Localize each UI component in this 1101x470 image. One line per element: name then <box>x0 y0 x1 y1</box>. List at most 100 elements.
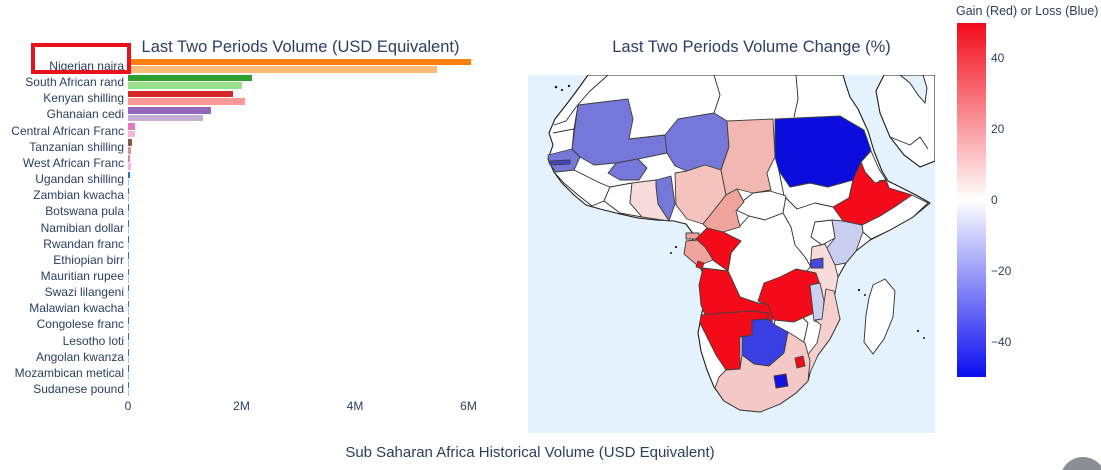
category-label: Ugandan shilling <box>35 172 124 187</box>
country-uganda[interactable] <box>810 219 836 246</box>
floating-action-button[interactable] <box>1060 457 1101 470</box>
bar-p1[interactable] <box>128 139 132 146</box>
bar-p1[interactable] <box>128 107 212 114</box>
bar-chart: Nigerian naira South African rand Kenyan s… <box>0 0 528 430</box>
country-sudan[interactable] <box>774 115 872 188</box>
africa-choropleth-map[interactable] <box>528 75 935 433</box>
country-lesotho[interactable] <box>773 373 789 389</box>
bar-p1[interactable] <box>128 268 129 276</box>
x-axis-tick: 4M <box>346 399 364 413</box>
bar-p1[interactable] <box>128 349 129 356</box>
colorbar-tick: −40 <box>991 334 1012 349</box>
bar-row: West African Franc <box>0 155 520 171</box>
bar-row: Angolan kwanza <box>0 349 520 365</box>
bar-p1[interactable] <box>128 123 135 130</box>
colorbar-tick: 20 <box>991 122 1005 137</box>
bar-p1[interactable] <box>128 300 129 308</box>
bar-p1[interactable] <box>128 74 252 82</box>
bar-p1[interactable] <box>128 236 129 243</box>
bar-p2[interactable] <box>128 389 129 396</box>
bar-p1[interactable] <box>128 203 129 211</box>
colorbar-title: Gain (Red) or Loss (Blue) <box>956 4 1099 18</box>
country-burkina-faso[interactable] <box>607 158 648 181</box>
bar-row: Zambian kwacha <box>0 187 520 203</box>
country-cameroon[interactable] <box>702 188 745 233</box>
bar-row: Mozambican metical <box>0 365 520 381</box>
bar-row: Rwandan franc <box>0 236 520 252</box>
bar-p2[interactable] <box>128 340 129 348</box>
country-ethiopia[interactable] <box>832 161 913 226</box>
category-label: Angolan kwanza <box>35 349 124 364</box>
country-madagascar[interactable] <box>863 278 896 355</box>
bar-p2[interactable] <box>128 373 129 380</box>
category-label: South African rand <box>25 75 124 90</box>
category-label: Ethiopian birr <box>53 252 124 267</box>
bar-p1[interactable] <box>128 187 129 195</box>
bar-p2[interactable] <box>128 82 242 89</box>
bar-p2[interactable] <box>128 163 132 170</box>
bar-p1[interactable] <box>128 155 130 163</box>
country-south-africa[interactable] <box>714 331 811 413</box>
bar-row: Tanzanian shilling <box>0 139 520 155</box>
country-eswatini[interactable] <box>794 355 806 369</box>
colorbar-gradient <box>957 23 986 377</box>
bar-p2[interactable] <box>128 130 136 138</box>
bar-p2[interactable] <box>128 211 129 219</box>
category-label: Sudanese pound <box>33 382 124 396</box>
bar-row: Lesotho loti <box>0 333 520 349</box>
category-label: Malawian kwacha <box>29 301 124 316</box>
bar-p2[interactable] <box>128 98 246 106</box>
country-rwanda[interactable] <box>810 257 824 269</box>
country-gambia[interactable] <box>549 159 571 166</box>
bar-p2[interactable] <box>128 114 204 122</box>
x-axis-tick: 6M <box>460 399 477 413</box>
category-label: Nigerian naira <box>49 59 124 73</box>
colorbar-tick: −20 <box>991 263 1012 278</box>
highlight-annotation-box <box>31 43 131 74</box>
bar-row: Ugandan shilling <box>0 171 520 187</box>
bar-p1[interactable] <box>128 58 472 66</box>
bar-p2[interactable] <box>128 292 129 299</box>
category-label: Central African Franc <box>11 123 124 138</box>
country-kenya[interactable] <box>825 219 864 266</box>
bar-p2[interactable] <box>128 259 129 267</box>
country-ghana[interactable] <box>629 179 670 222</box>
bar-row: Ethiopian birr <box>0 252 520 268</box>
bar-row: Botswana pula <box>0 203 520 219</box>
category-label: Congolese franc <box>36 317 124 332</box>
map-title: Last Two Periods Volume Change (%) <box>612 38 891 56</box>
bar-p2[interactable] <box>128 66 438 73</box>
bar-p2[interactable] <box>128 227 129 235</box>
bar-row: Nigerian naira <box>0 58 520 74</box>
bar-p1[interactable] <box>128 90 233 98</box>
bar-p1[interactable] <box>128 220 129 227</box>
footer-title: Sub Saharan Africa Historical Volume (US… <box>345 444 715 461</box>
bar-p1[interactable] <box>128 365 129 373</box>
bar-row: Sudanese pound <box>0 381 520 397</box>
bar-p2[interactable] <box>128 324 129 332</box>
x-axis-tick: 2M <box>233 399 250 413</box>
bar-row: Congolese franc <box>0 316 520 332</box>
country-chad[interactable] <box>720 118 776 196</box>
country-cabinda[interactable] <box>695 260 705 270</box>
bar-p2[interactable] <box>128 146 131 154</box>
bar-p2[interactable] <box>128 179 130 186</box>
bar-p2[interactable] <box>128 195 129 202</box>
bar-row: Namibian dollar <box>0 220 520 236</box>
bar-row: Ghanaian cedi <box>0 106 520 122</box>
bar-p1[interactable] <box>128 381 129 389</box>
bar-p1[interactable] <box>128 316 129 324</box>
bar-row: Central African Franc <box>0 123 520 139</box>
category-label: Namibian dollar <box>40 220 124 235</box>
bar-p1[interactable] <box>128 252 129 259</box>
north-africa-borders <box>552 75 929 150</box>
bar-p2[interactable] <box>128 308 129 316</box>
bar-p1[interactable] <box>128 284 129 292</box>
category-label: West African Franc <box>22 155 124 170</box>
bar-p1[interactable] <box>128 333 129 340</box>
bar-row: Malawian kwacha <box>0 300 520 316</box>
bar-p1[interactable] <box>128 171 130 179</box>
bar-p2[interactable] <box>128 243 129 251</box>
bar-p2[interactable] <box>128 276 129 283</box>
bar-p2[interactable] <box>128 356 129 364</box>
